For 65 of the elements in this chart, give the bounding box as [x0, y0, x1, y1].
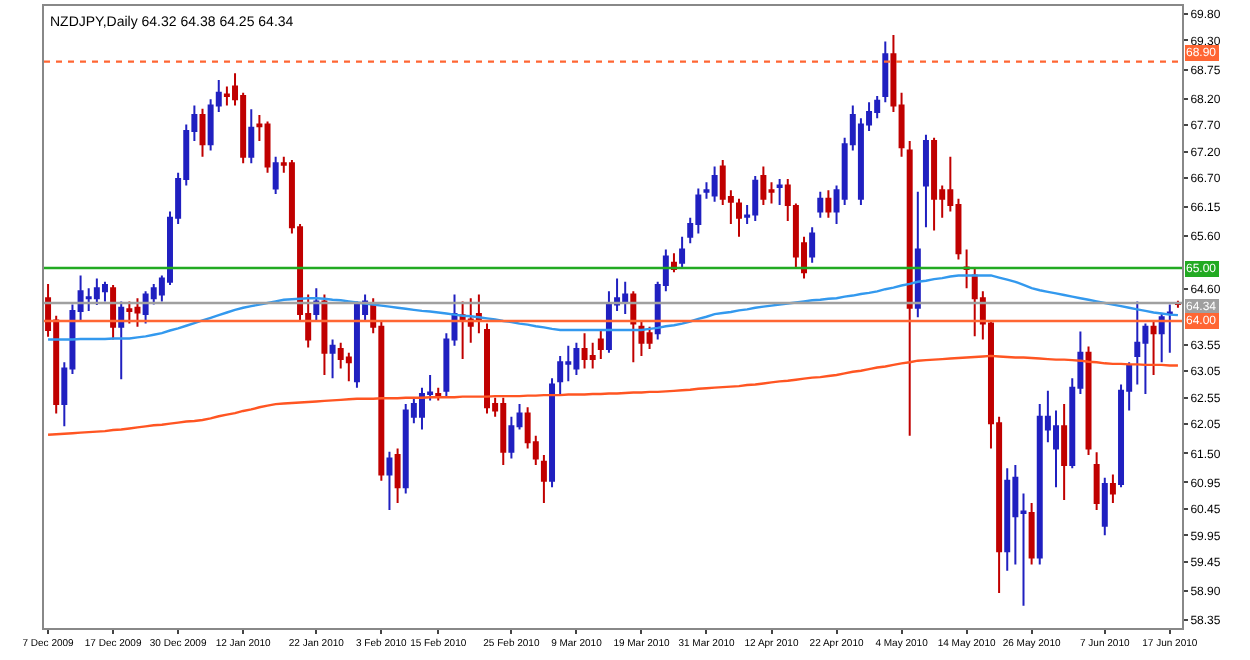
candlestick [313, 287, 320, 322]
candlestick [963, 248, 970, 290]
candlestick [679, 235, 686, 271]
candlestick [736, 197, 742, 238]
candlestick [1150, 319, 1157, 376]
candlestick [1109, 473, 1116, 505]
candlestick [394, 447, 401, 505]
candlestick [752, 174, 759, 222]
candlestick [118, 300, 125, 381]
candlestick [134, 297, 141, 328]
candlestick [248, 108, 255, 165]
candlestick [1085, 345, 1092, 456]
candlestick [630, 290, 637, 364]
candlestick [1134, 300, 1141, 386]
candlestick [500, 396, 507, 466]
candlestick [435, 386, 442, 402]
candlestick [906, 139, 913, 437]
candlestick [329, 338, 336, 380]
candlestick [817, 190, 824, 219]
candlestick [776, 178, 783, 207]
candlestick [573, 341, 580, 376]
candlestick [622, 280, 629, 316]
candlestick [126, 300, 133, 325]
candlestick [272, 155, 279, 195]
candlestick [1093, 451, 1100, 511]
candlestick [1101, 476, 1108, 537]
candlestick [809, 226, 816, 264]
candlestick [1028, 502, 1035, 566]
candlestick [402, 403, 409, 495]
candlestick [353, 300, 360, 389]
candlestick [695, 187, 702, 235]
candlestick [922, 133, 929, 229]
candlestick [321, 293, 328, 376]
candlestick [142, 290, 149, 325]
candlestick [1061, 403, 1068, 501]
candlestick [101, 280, 108, 303]
candlestick [581, 332, 588, 370]
candlestick [1158, 313, 1165, 364]
candlestick [971, 268, 978, 338]
candlestick [557, 354, 564, 396]
candlestick [475, 293, 482, 335]
candlestick [882, 40, 889, 104]
candlestick [549, 377, 556, 489]
candlestick [914, 190, 921, 319]
candlestick [646, 325, 653, 351]
candlestick [711, 165, 718, 203]
candlestick [760, 165, 767, 207]
candlestick [540, 453, 547, 505]
candlestick [1004, 467, 1011, 572]
candlestick [638, 319, 645, 357]
line-series [46, 274, 1180, 341]
candlestick [1166, 303, 1173, 354]
candlestick [597, 328, 604, 361]
line-series [46, 354, 1180, 436]
candlestick [110, 283, 117, 341]
candlestick [345, 351, 352, 383]
candlestick [93, 277, 100, 307]
candlestick [386, 450, 393, 511]
candlestick [264, 120, 271, 174]
candlestick [931, 136, 938, 232]
candlestick [199, 107, 206, 158]
candlestick [459, 300, 466, 361]
candlestick [589, 341, 596, 370]
candlestick [825, 189, 832, 219]
candlestick [484, 322, 490, 415]
